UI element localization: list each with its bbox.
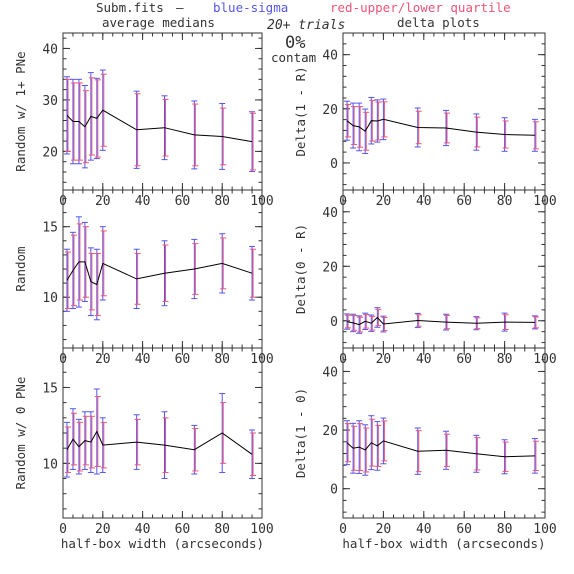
plot-frame [62, 347, 263, 519]
x-axis-label: half-box width (arcseconds) [61, 536, 264, 551]
y-axis-label: Random w/ 0 PNe [13, 377, 28, 490]
x-tick-label: 100 [533, 522, 556, 537]
trials-label: 20+ trials [267, 18, 345, 33]
median-line [66, 109, 253, 143]
x-tick-label: 60 [175, 352, 191, 367]
x-tick-label: 20 [376, 352, 392, 367]
y-tick-label: 30 [42, 94, 58, 109]
x-tick-label: 100 [250, 522, 273, 537]
x-tick-label: 20 [95, 194, 111, 209]
y-tick-label: 20 [322, 424, 338, 439]
left-panel-title: average medians [102, 15, 215, 30]
y-tick-label: 0 [330, 157, 338, 172]
chart-panel-3: 0 20 40 60 80 100 10 15 Random w/ 0 PNe half-box … [13, 347, 274, 551]
median-line [66, 430, 253, 455]
median-line [66, 261, 253, 286]
y-tick-label: 0 [330, 315, 338, 330]
x-tick-label: 80 [497, 352, 513, 367]
chart-panel-6: 0 20 40 60 80 100 0 20 40 Delta(1 - 0) half-box wi… [293, 347, 557, 551]
y-tick-label: 40 [322, 49, 338, 64]
x-tick-label: 40 [135, 194, 151, 209]
x-tick-label: 0 [59, 522, 67, 537]
contam-percent: 0% [285, 33, 305, 53]
x-tick-label: 80 [214, 352, 230, 367]
y-tick-label: 15 [42, 221, 58, 236]
x-tick-label: 40 [135, 352, 151, 367]
x-tick-label: 40 [135, 522, 151, 537]
y-tick-label: 15 [42, 381, 58, 396]
x-tick-label: 60 [456, 194, 472, 209]
legend-blue-sigma: blue-sigma [213, 0, 288, 15]
x-tick-label: 20 [95, 352, 111, 367]
median-line [346, 118, 535, 136]
contam-label: contam [271, 50, 316, 65]
header-file: Subm.fits [96, 0, 164, 15]
legend-red-quartile: red-upper/lower quartile [330, 0, 511, 15]
header-dash: — [176, 0, 184, 15]
y-axis-label: Random w/ 1+ PNe [13, 51, 28, 171]
x-tick-label: 60 [456, 522, 472, 537]
y-tick-label: 0 [330, 483, 338, 498]
x-tick-label: 20 [376, 522, 392, 537]
y-tick-label: 40 [322, 206, 338, 221]
median-line [346, 316, 535, 326]
y-axis-label: Delta(1 - 0) [293, 388, 308, 478]
y-axis-label: Delta(1 - R) [293, 66, 308, 156]
x-tick-label: 40 [416, 522, 432, 537]
header: Subm.fits — blue-sigma red-upper/lower q… [96, 0, 511, 65]
plot-frame [62, 189, 263, 349]
median-line [346, 440, 535, 458]
y-tick-label: 40 [322, 365, 338, 380]
x-tick-label: 80 [497, 194, 513, 209]
y-tick-label: 10 [42, 291, 58, 306]
y-tick-label: 40 [42, 42, 58, 57]
y-tick-label: 20 [42, 145, 58, 160]
x-tick-label: 20 [95, 522, 111, 537]
y-tick-label: 10 [42, 457, 58, 472]
x-tick-label: 80 [214, 194, 230, 209]
x-tick-label: 0 [339, 522, 347, 537]
x-tick-label: 80 [214, 522, 230, 537]
plot-frame [342, 189, 546, 349]
y-tick-label: 20 [322, 103, 338, 118]
x-tick-label: 60 [175, 522, 191, 537]
x-tick-label: 20 [376, 194, 392, 209]
plot-frame [342, 32, 546, 191]
x-tick-label: 40 [416, 194, 432, 209]
y-axis-label: Random [13, 246, 28, 291]
y-tick-label: 20 [322, 260, 338, 275]
x-tick-label: 40 [416, 352, 432, 367]
plot-frame [342, 347, 546, 519]
x-tick-label: 60 [456, 352, 472, 367]
x-tick-label: 60 [175, 194, 191, 209]
x-tick-label: 80 [497, 522, 513, 537]
right-panel-title: delta plots [397, 15, 480, 30]
x-axis-label: half-box width (arcseconds) [342, 536, 545, 551]
y-axis-label: Delta(0 - R) [293, 224, 308, 314]
plot-frame [62, 32, 263, 191]
